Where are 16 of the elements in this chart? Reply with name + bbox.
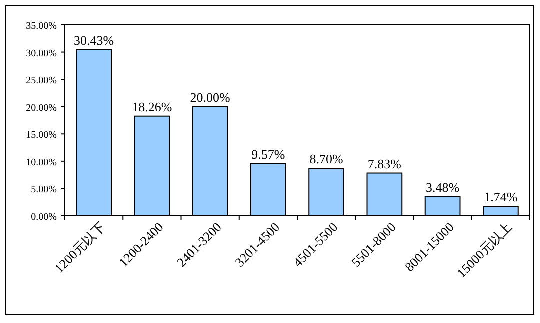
y-tick-label: 20.00% (26, 102, 57, 114)
data-label: 18.26% (132, 99, 172, 114)
y-tick-label: 10.00% (26, 157, 57, 168)
data-label: 1.74% (484, 190, 518, 205)
y-tick-label: 25.00% (26, 76, 57, 87)
y-tick-label: 35.00% (26, 21, 57, 32)
y-tick-label: 30.00% (26, 48, 57, 60)
y-tick-label: 0.00% (31, 212, 57, 223)
data-label: 20.00% (190, 90, 231, 105)
data-label: 9.57% (252, 146, 286, 162)
data-label: 8.70% (310, 152, 344, 167)
data-label: 7.83% (368, 156, 402, 172)
data-label: 30.43% (74, 32, 114, 48)
y-tick-label: 15.00% (26, 130, 57, 142)
data-label: 3.48% (426, 180, 460, 196)
y-tick-label: 5.00% (31, 184, 57, 196)
